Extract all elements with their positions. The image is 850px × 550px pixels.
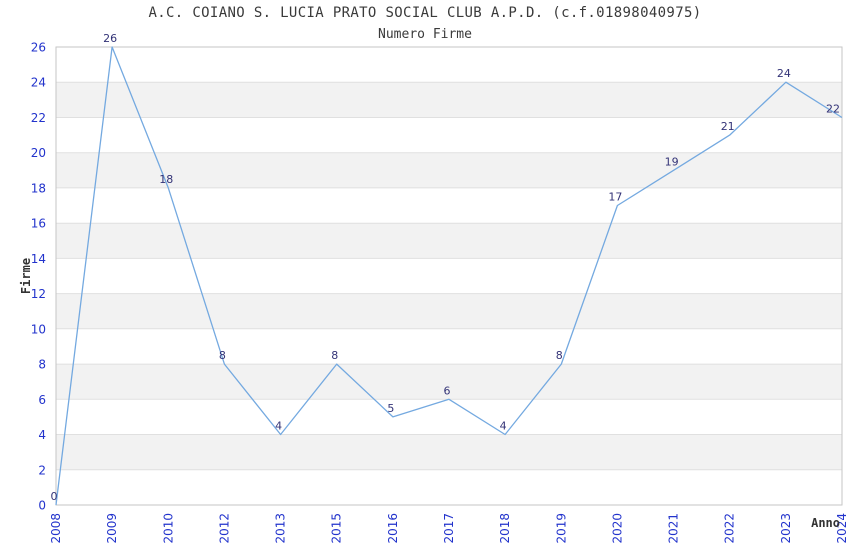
data-point-label: 18 (159, 173, 173, 186)
data-point-label: 17 (608, 191, 622, 204)
x-tick-label: 2009 (105, 513, 119, 544)
data-point-label: 0 (51, 490, 58, 503)
data-point-label: 24 (777, 67, 791, 80)
x-tick-label: 2013 (274, 513, 288, 544)
y-tick-label: 22 (31, 111, 46, 125)
grid-band (56, 152, 842, 188)
data-point-label: 8 (556, 349, 563, 362)
data-point-label: 8 (219, 349, 226, 362)
x-tick-label: 2008 (49, 513, 63, 544)
x-tick-label: 2020 (610, 513, 624, 544)
y-tick-label: 24 (31, 76, 46, 90)
data-point-label: 4 (275, 420, 282, 433)
y-tick-label: 14 (31, 252, 46, 266)
x-tick-label: 2017 (442, 513, 456, 544)
data-point-label: 22 (826, 103, 840, 116)
x-tick-label: 2010 (161, 513, 175, 544)
y-tick-label: 2 (38, 463, 46, 477)
x-tick-label: 2015 (330, 513, 344, 544)
y-tick-label: 8 (38, 358, 46, 372)
x-tick-label: 2021 (667, 513, 681, 544)
y-tick-label: 20 (31, 146, 46, 160)
data-point-label: 8 (331, 349, 338, 362)
grid-band (56, 364, 842, 400)
y-tick-label: 12 (31, 287, 46, 301)
data-point-label: 5 (387, 402, 394, 415)
y-tick-label: 10 (31, 322, 46, 336)
y-tick-label: 26 (31, 41, 46, 55)
data-point-label: 26 (103, 32, 117, 45)
plot-border (55, 46, 843, 506)
x-tick-label: 2022 (723, 513, 737, 544)
data-point-label: 19 (665, 155, 679, 168)
grid-band (56, 223, 842, 259)
data-point-label: 6 (444, 384, 451, 397)
x-axis-title: Anno (811, 516, 840, 530)
data-point-label: 4 (500, 420, 507, 433)
chart-subtitle: Numero Firme (378, 27, 472, 42)
y-tick-label: 18 (31, 181, 46, 195)
y-tick-label: 4 (38, 428, 46, 442)
grid-band (56, 434, 842, 470)
x-tick-label: 2012 (217, 513, 231, 544)
x-tick-label: 2024 (835, 513, 849, 544)
y-tick-label: 6 (38, 393, 46, 407)
x-tick-label: 2016 (386, 513, 400, 544)
x-tick-label: 2023 (779, 513, 793, 544)
x-tick-label: 2018 (498, 513, 512, 544)
chart-title: A.C. COIANO S. LUCIA PRATO SOCIAL CLUB A… (148, 5, 702, 21)
y-tick-label: 0 (38, 499, 46, 513)
y-axis-title: Firme (19, 257, 33, 295)
data-point-label: 21 (721, 120, 735, 133)
y-tick-label: 16 (31, 217, 46, 231)
x-tick-label: 2019 (554, 513, 568, 544)
grid-band (56, 82, 842, 118)
series-line (55, 46, 843, 506)
grid-band (56, 293, 842, 329)
